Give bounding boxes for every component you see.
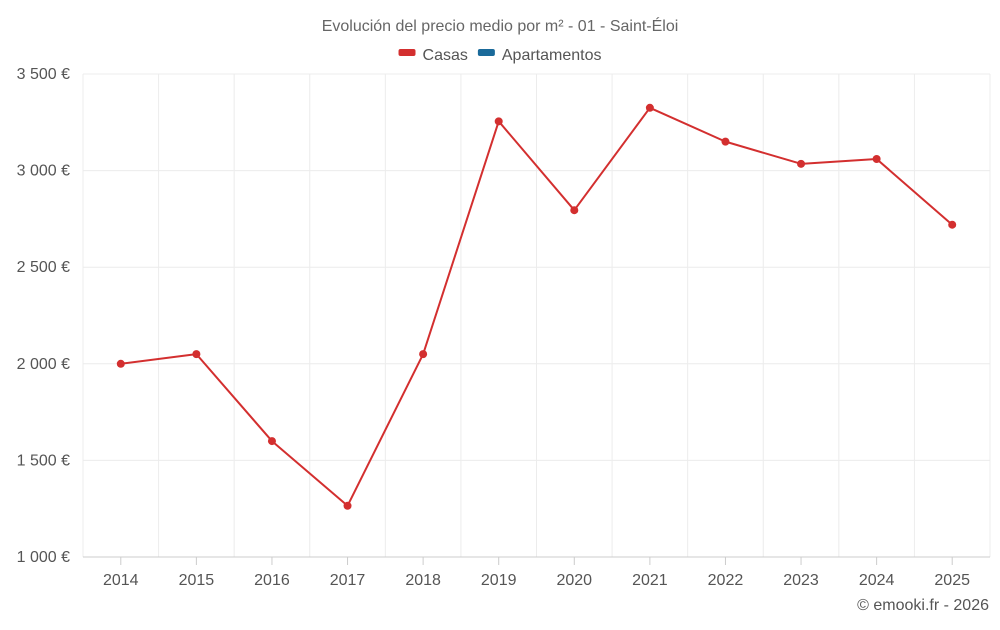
x-tick-label: 2019: [481, 572, 517, 589]
data-point[interactable]: [721, 137, 730, 146]
x-tick-label: 2018: [405, 572, 441, 589]
x-tick-label: 2014: [103, 572, 139, 589]
y-tick-label: 1 500 €: [17, 452, 70, 469]
data-point[interactable]: [797, 159, 806, 168]
x-tick-label: 2016: [254, 572, 290, 589]
x-tick-label: 2020: [556, 572, 592, 589]
data-point[interactable]: [494, 117, 503, 126]
y-tick-label: 2 500 €: [17, 259, 70, 276]
legend-item-casas[interactable]: Casas: [398, 47, 468, 64]
x-tick-label: 2023: [783, 572, 819, 589]
x-tick-label: 2021: [632, 572, 668, 589]
x-tick-label: 2024: [859, 572, 895, 589]
y-tick-label: 3 000 €: [17, 163, 70, 180]
legend-label: Apartamentos: [502, 47, 602, 64]
data-point[interactable]: [419, 350, 428, 359]
x-tick-label: 2025: [934, 572, 970, 589]
y-tick-label: 3 500 €: [17, 66, 70, 83]
data-point[interactable]: [645, 103, 654, 112]
data-point[interactable]: [267, 437, 276, 446]
data-point[interactable]: [192, 350, 201, 359]
x-tick-label: 2017: [330, 572, 366, 589]
data-point[interactable]: [570, 206, 579, 215]
y-tick-label: 1 000 €: [17, 549, 70, 566]
grid: [82, 73, 991, 557]
data-point[interactable]: [872, 155, 881, 164]
credit-text: © emooki.fr - 2026: [857, 597, 989, 614]
legend-swatch: [477, 49, 495, 56]
series: [116, 103, 957, 510]
legend-item-apartamentos[interactable]: Apartamentos: [477, 47, 602, 64]
legend: Casas Apartamentos: [398, 47, 602, 64]
series-line-casas: [120, 106, 953, 507]
data-point[interactable]: [948, 220, 957, 229]
data-point[interactable]: [116, 359, 125, 368]
axes: 1 000 € 1 500 € 2 000 € 2 500 € 3 000 € 3 500…: [17, 66, 990, 589]
x-tick-label: 2022: [708, 572, 744, 589]
data-point[interactable]: [343, 501, 352, 510]
legend-swatch: [398, 49, 416, 56]
legend-label: Casas: [423, 47, 468, 64]
y-tick-label: 2 000 €: [17, 356, 70, 373]
chart-title: Evolución del precio medio por m² - 01 -…: [322, 16, 679, 35]
x-tick-label: 2015: [179, 572, 215, 589]
